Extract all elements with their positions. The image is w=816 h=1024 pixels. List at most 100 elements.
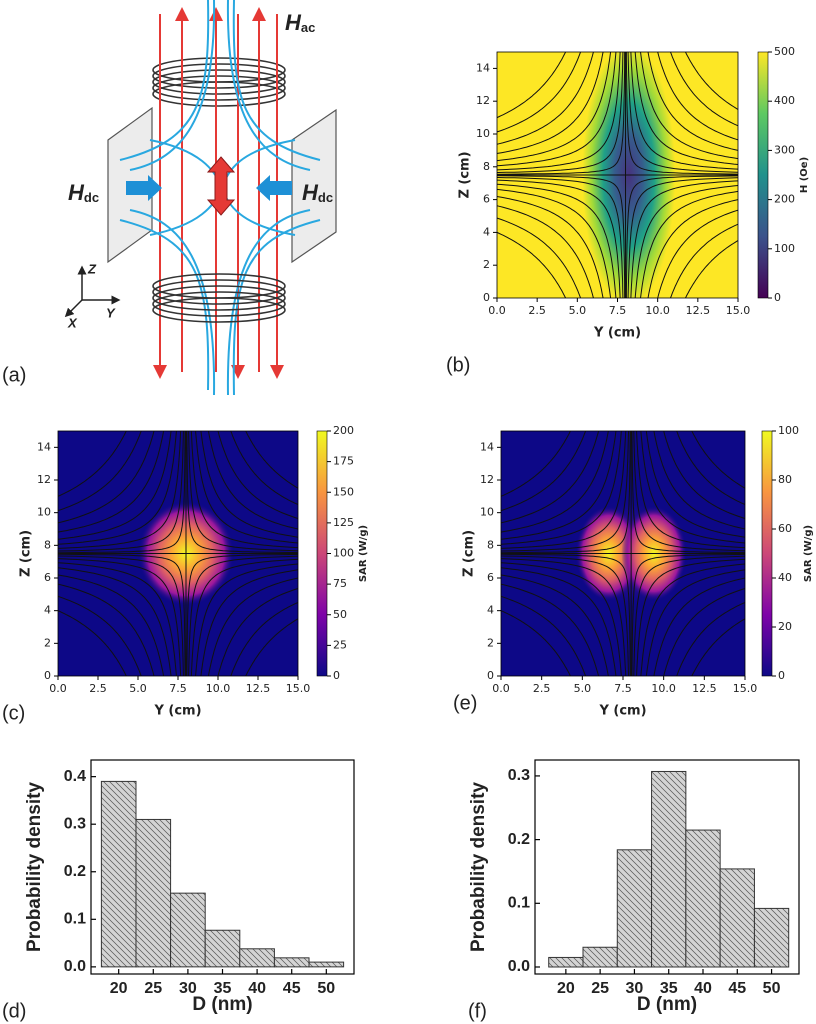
streamline: [58, 431, 172, 540]
streamline: [497, 231, 567, 298]
streamline: [630, 180, 738, 298]
x-tick-label: 0.0: [49, 682, 67, 695]
streamline: [645, 569, 745, 676]
streamline: [647, 199, 738, 298]
streamline: [190, 558, 298, 676]
y-tick-label: 0.1: [508, 895, 530, 912]
streamline: [645, 431, 745, 538]
h-dc-symbol: H: [68, 180, 85, 205]
y-tick-label: 12: [476, 94, 490, 107]
x-tick-label: 15.0: [726, 304, 751, 317]
plot-frame: [534, 759, 800, 975]
streamline: [684, 240, 738, 298]
y-tick-label: 0.4: [64, 768, 86, 785]
x-tick-label: 0.0: [492, 682, 510, 695]
bar: [582, 946, 618, 968]
y-tick-label: 10: [476, 127, 490, 140]
streamline: [58, 595, 142, 676]
y-tick-label: 0: [487, 669, 494, 682]
x-tick-label: 20: [557, 980, 575, 997]
streamline: [497, 179, 621, 298]
colorbar-tick-label: 80: [778, 473, 792, 486]
x-tick-label: 5.0: [574, 682, 592, 695]
streamline: [58, 583, 155, 676]
axis-z: Z: [87, 261, 97, 276]
panel-label: (d): [2, 1000, 26, 1022]
streamline: [188, 431, 298, 552]
y-tick-label: 0.2: [508, 831, 530, 848]
streamline: [58, 431, 155, 524]
bar: [753, 907, 790, 968]
streamline: [633, 555, 745, 676]
panel-label: (b): [446, 354, 470, 376]
bar: [204, 929, 241, 968]
streamline: [497, 196, 604, 298]
h-dc-subscript: dc: [84, 190, 99, 205]
streamline: [58, 610, 127, 676]
streamline: [501, 567, 617, 676]
streamline: [207, 431, 298, 530]
colorbar-tick-label: 150: [333, 485, 354, 498]
heatmap: [497, 52, 738, 298]
y-tick-label: 2: [44, 636, 51, 649]
streamline: [631, 553, 745, 676]
x-tick-label: 10.0: [206, 682, 231, 695]
bar: [100, 780, 137, 968]
streamline: [501, 583, 600, 676]
y-tick-label: 12: [37, 473, 51, 486]
x-tick-label: 25: [591, 980, 609, 997]
y-tick-label: 8: [483, 160, 490, 173]
y-axis-label: Z (cm): [462, 530, 477, 577]
x-tick-label: 10.0: [651, 682, 676, 695]
x-tick-label: 50: [317, 980, 335, 997]
streamline: [58, 431, 186, 554]
streamline: [497, 52, 617, 167]
y-tick-label: 0.0: [508, 958, 530, 975]
streamline: [634, 184, 738, 298]
bar: [616, 849, 653, 968]
streamline: [497, 52, 567, 119]
streamline: [58, 567, 172, 676]
bar: [651, 770, 687, 968]
streamline: [195, 431, 298, 544]
streamline: [636, 431, 745, 549]
streamline: [497, 52, 604, 154]
streamline: [691, 618, 745, 676]
x-tick-label: 5.0: [569, 304, 587, 317]
h-dc-label-right: Hdc: [302, 180, 333, 206]
y-axis-label: Probability density: [468, 782, 489, 952]
x-tick-label: 12.5: [246, 682, 271, 695]
colorbar-tick-label: 175: [333, 455, 354, 468]
streamline: [653, 577, 745, 676]
colorbar-label: SAR (W/g): [803, 525, 814, 582]
x-tick-label: 30: [626, 980, 644, 997]
colorbar-tick-label: 40: [778, 571, 792, 584]
x-tick-label: 15.0: [286, 682, 311, 695]
dc-arrow-right: [256, 175, 292, 201]
colorbar: [757, 51, 769, 299]
y-tick-label: 10: [480, 506, 494, 519]
y-tick-label: 14: [480, 440, 494, 453]
x-tick-label: 2.5: [89, 682, 107, 695]
x-tick-label: 15.0: [733, 682, 758, 695]
y-tick-label: 4: [44, 604, 51, 617]
y-tick-label: 6: [483, 193, 490, 206]
y-tick-label: 14: [476, 61, 490, 74]
bar: [170, 892, 206, 968]
streamline: [501, 574, 609, 676]
colorbar: [761, 430, 773, 677]
y-tick-label: 12: [480, 473, 494, 486]
y-tick-label: 6: [487, 571, 494, 584]
colorbar-tick-label: 100: [778, 424, 799, 437]
y-tick-label: 14: [37, 440, 51, 453]
streamline: [676, 601, 745, 676]
x-tick-label: 5.0: [129, 682, 147, 695]
colorbar-label: SAR (W/g): [358, 525, 369, 582]
streamline: [497, 217, 582, 298]
streamline: [497, 52, 621, 171]
streamline: [200, 431, 298, 538]
streamline: [58, 555, 184, 676]
x-axis-label: Y (cm): [153, 704, 201, 719]
axis-x: X: [67, 315, 78, 330]
